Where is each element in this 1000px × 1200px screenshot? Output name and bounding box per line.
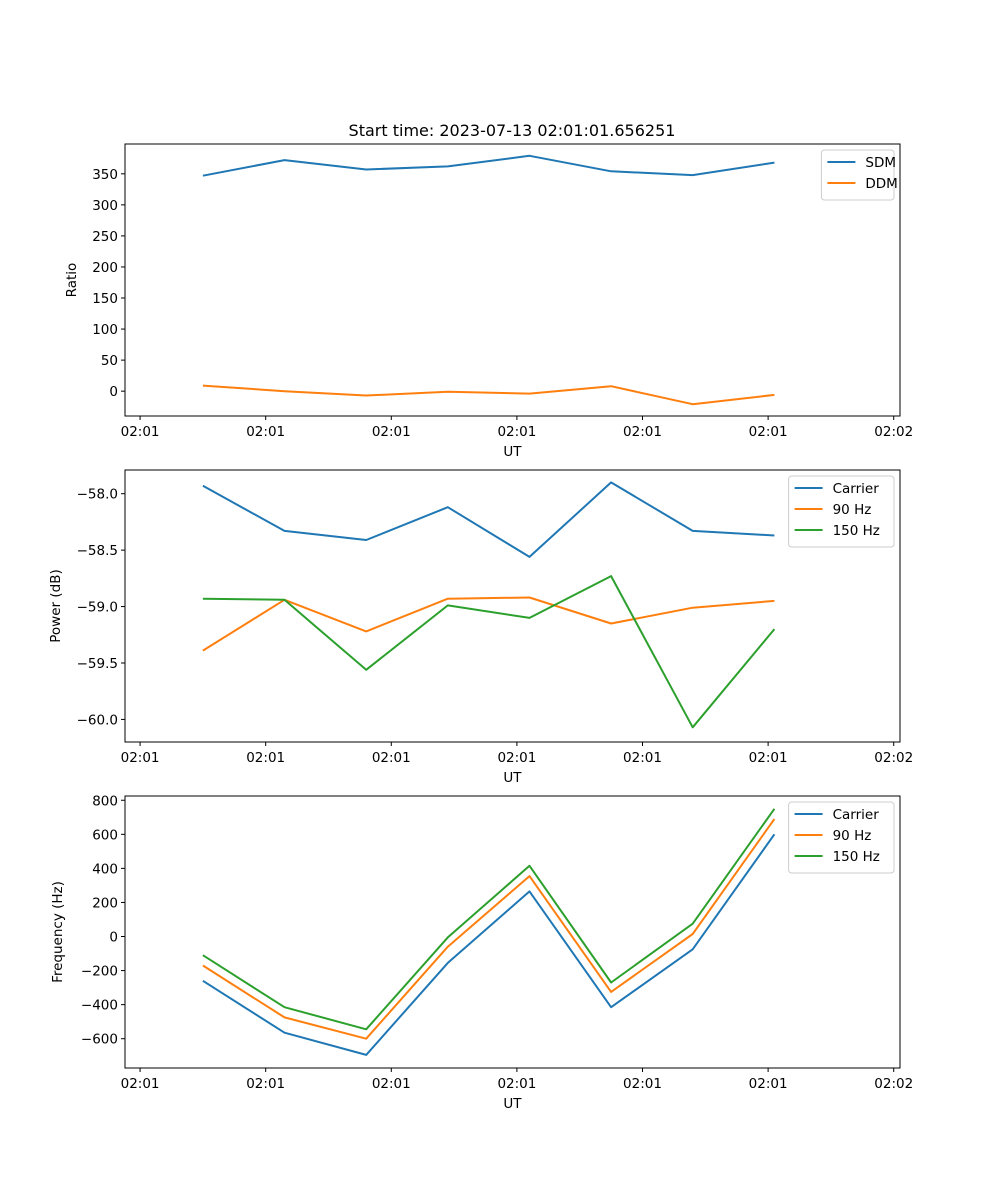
y-tick-label: 250: [92, 229, 118, 245]
axes-ratio: 02:01 02:01 02:01 02:01 02:01 02:01 02:02 0 50 10…: [64, 143, 913, 460]
axes-frequency: 02:01 02:01 02:01 02:01 02:01 02:01 02:02 −600 −…: [50, 793, 913, 1112]
axes-power: 02:01 02:01 02:01 02:01 02:01 02:01 02:02 −60.0…: [48, 469, 913, 786]
legend-label-sdm: SDM: [865, 155, 896, 171]
series-line-sdm: [202, 154, 775, 177]
y-tick-label: −600: [81, 1032, 118, 1048]
x-tick-label: 02:01: [623, 750, 662, 766]
legend: Carrier 90 Hz 150 Hz: [788, 801, 895, 874]
x-tick-label: 02:01: [246, 1076, 285, 1092]
x-tick-label: 02:02: [874, 750, 913, 766]
legend-label-150-hz: 150 Hz: [833, 849, 880, 865]
x-tick-label: 02:01: [121, 750, 160, 766]
y-axis-label: Frequency (Hz): [50, 881, 66, 983]
x-tick-label: 02:01: [372, 424, 411, 440]
x-tick-label: 02:01: [372, 750, 411, 766]
legend-label-ddm: DDM: [865, 176, 897, 192]
y-tick-label: −58.5: [77, 543, 118, 559]
x-tick-label: 02:02: [874, 424, 913, 440]
y-tick-label: −58.0: [77, 487, 118, 503]
axes-frame: [124, 143, 901, 417]
series-line-90-hz: [202, 596, 775, 652]
y-tick-label: −59.0: [77, 600, 118, 616]
axes-frame: [124, 795, 901, 1069]
figure-title: Start time: 2023-07-13 02:01:01.656251: [349, 121, 676, 140]
x-tick-label: 02:01: [749, 424, 788, 440]
x-tick-label: 02:01: [497, 424, 536, 440]
y-tick-label: 200: [92, 895, 118, 911]
y-axis-label: Ratio: [64, 263, 80, 298]
legend: Carrier 90 Hz 150 Hz: [788, 475, 895, 548]
y-tick-label: −59.5: [77, 656, 118, 672]
series-line-ddm: [202, 384, 775, 406]
legend-label-90-hz: 90 Hz: [833, 828, 872, 844]
x-axis-label: UT: [503, 1096, 522, 1112]
y-tick-label: 350: [92, 167, 118, 183]
x-tick-label: 02:01: [121, 1076, 160, 1092]
y-tick-label: 150: [92, 291, 118, 307]
series-line-90-hz: [202, 818, 776, 1040]
y-axis-label: Power (dB): [48, 569, 64, 642]
y-tick-label: 100: [92, 322, 118, 338]
x-tick-label: 02:01: [497, 1076, 536, 1092]
y-tick-label: 0: [109, 930, 118, 946]
series-line-carrier: [202, 481, 775, 558]
series-line-150-hz: [202, 808, 776, 1031]
y-tick-label: −200: [81, 964, 118, 980]
x-tick-label: 02:01: [749, 750, 788, 766]
x-tick-label: 02:01: [497, 750, 536, 766]
series-line-150-hz: [202, 575, 776, 729]
x-axis-label: UT: [503, 444, 522, 460]
y-tick-label: 300: [92, 198, 118, 214]
x-tick-label: 02:01: [246, 750, 285, 766]
x-tick-label: 02:01: [623, 1076, 662, 1092]
x-tick-label: 02:01: [749, 1076, 788, 1092]
x-tick-label: 02:01: [246, 424, 285, 440]
y-tick-label: 0: [109, 384, 118, 400]
x-tick-label: 02:01: [121, 424, 160, 440]
y-tick-label: 400: [92, 861, 118, 877]
x-tick-label: 02:01: [372, 1076, 411, 1092]
legend-label-150-hz: 150 Hz: [833, 523, 880, 539]
y-tick-label: −400: [81, 998, 118, 1014]
y-tick-label: 200: [92, 260, 118, 276]
legend-label-90-hz: 90 Hz: [833, 502, 872, 518]
x-tick-label: 02:02: [874, 1076, 913, 1092]
y-tick-label: 600: [92, 827, 118, 843]
legend-label-carrier: Carrier: [833, 807, 880, 823]
legend: SDM DDM: [820, 149, 898, 201]
axes-frame: [124, 469, 901, 743]
legend-label-carrier: Carrier: [833, 481, 880, 497]
y-tick-label: 800: [92, 793, 118, 809]
y-tick-label: −60.0: [77, 712, 118, 728]
x-axis-label: UT: [503, 770, 522, 786]
x-tick-label: 02:01: [623, 424, 662, 440]
y-tick-label: 50: [101, 353, 118, 369]
series-line-carrier: [202, 833, 776, 1056]
